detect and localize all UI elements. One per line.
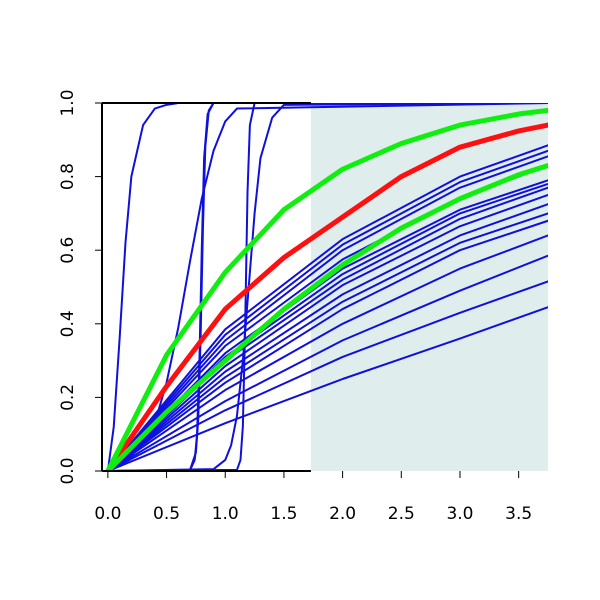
y-tick-label-0: 0.0 — [58, 457, 78, 484]
y-tick-label-1: 0.2 — [58, 384, 78, 411]
blue-series-19 — [106, 254, 548, 471]
x-tick-label-1: 0.5 — [153, 504, 180, 524]
x-tick-label-3: 1.5 — [270, 504, 297, 524]
x-tick-label-0: 0.0 — [94, 504, 121, 524]
x-tick-label-4: 2.0 — [329, 504, 356, 524]
y-tick-label-2: 0.4 — [58, 310, 78, 337]
x-tick-label-7: 3.5 — [505, 504, 532, 524]
y-tick-label-4: 0.8 — [58, 163, 78, 190]
y-tick-label-5: 1.0 — [58, 89, 78, 116]
blue-series-18 — [106, 234, 548, 471]
blue-series-17 — [106, 219, 548, 471]
blue-series-4 — [106, 103, 548, 471]
blue-series-15 — [106, 203, 548, 471]
green-series-3 — [105, 163, 548, 471]
red-series-1 — [105, 122, 548, 471]
blue-series-20 — [106, 280, 548, 471]
x-tick-label-5: 2.5 — [388, 504, 415, 524]
blue-series-16 — [106, 212, 548, 471]
x-tick-label-6: 3.0 — [446, 504, 473, 524]
blue-series-7 — [106, 144, 548, 471]
blue-series-8 — [106, 149, 548, 471]
y-tick-label-3: 0.6 — [58, 237, 78, 264]
blue-series-9 — [106, 155, 548, 471]
blue-series-21 — [106, 306, 548, 471]
blue-series-14 — [106, 194, 548, 471]
x-tick-label-2: 1.0 — [212, 504, 239, 524]
green-series-2 — [105, 107, 548, 471]
